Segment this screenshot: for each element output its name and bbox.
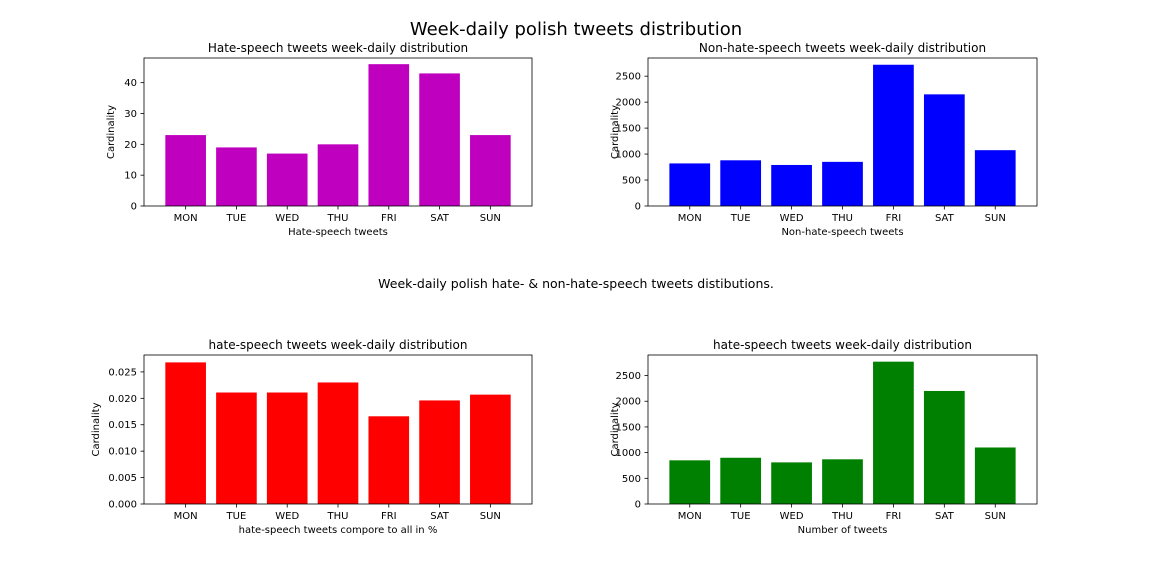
bar-mon xyxy=(165,362,206,504)
x-tick-label: SAT xyxy=(430,213,450,224)
y-tick-label: 0.020 xyxy=(108,394,137,405)
x-axis-label: Number of tweets xyxy=(798,525,888,536)
x-tick-label: WED xyxy=(780,511,804,522)
chart-1: MON TUE WED THU FRI SAT SUN 0 10 20 30 40 Hate-speec… xyxy=(106,41,533,238)
x-tick-label: TUE xyxy=(226,511,247,522)
y-tick-label: 40 xyxy=(124,78,137,89)
x-tick-label: SAT xyxy=(430,511,450,522)
y-tick-label: 0.025 xyxy=(108,367,137,378)
bar-thu xyxy=(317,144,359,206)
bar-sun xyxy=(470,394,511,504)
bar-mon xyxy=(669,460,711,504)
bar-wed xyxy=(771,462,812,504)
charts-container: MON TUE WED THU FRI SAT SUN 0 10 20 30 40 Hate-speec… xyxy=(91,41,1038,536)
y-tick-label: 0 xyxy=(635,500,641,511)
x-axis-label: Hate-speech tweets xyxy=(288,227,388,238)
x-tick-label: MON xyxy=(174,213,198,224)
bar-mon xyxy=(165,135,206,206)
bar-sun xyxy=(470,135,511,206)
y-tick-label: 0.005 xyxy=(108,473,137,484)
y-tick-label: 0.000 xyxy=(108,500,137,511)
bar-sat xyxy=(419,73,460,207)
x-axis-label: hate-speech tweets compore to all in % xyxy=(239,525,438,536)
x-tick-label: THU xyxy=(831,511,853,522)
chart-title: Non-hate-speech tweets week-daily distri… xyxy=(699,41,986,55)
x-tick-label: SUN xyxy=(985,213,1006,224)
bar-mon xyxy=(669,163,711,206)
x-tick-label: MON xyxy=(174,511,198,522)
y-tick-label: 1000 xyxy=(616,150,641,161)
bar-sun xyxy=(974,447,1016,504)
x-tick-label: FRI xyxy=(381,511,397,522)
bar-wed xyxy=(266,392,308,504)
bar-sat xyxy=(923,390,965,504)
y-axis-label: Cardinality xyxy=(106,105,117,159)
bar-thu xyxy=(822,459,863,504)
y-tick-label: 1500 xyxy=(616,422,641,433)
bar-sat xyxy=(923,94,965,206)
chart-title: Hate-speech tweets week-daily distributi… xyxy=(208,41,468,55)
y-tick-label: 10 xyxy=(124,171,137,182)
y-tick-label: 30 xyxy=(124,109,137,120)
y-tick-label: 1500 xyxy=(616,124,641,135)
x-tick-label: FRI xyxy=(381,213,397,224)
x-tick-label: MON xyxy=(678,511,702,522)
bar-tue xyxy=(216,392,257,504)
y-tick-label: 0 xyxy=(131,202,137,213)
x-tick-label: SUN xyxy=(480,511,501,522)
y-axis-label: Cardinality xyxy=(91,402,102,456)
y-tick-label: 2000 xyxy=(616,98,641,109)
x-tick-label: SUN xyxy=(985,511,1006,522)
x-tick-label: SAT xyxy=(935,511,955,522)
chart-title: hate-speech tweets week-daily distributi… xyxy=(209,338,468,352)
x-tick-label: THU xyxy=(327,511,349,522)
y-tick-label: 0.015 xyxy=(108,420,137,431)
chart-4: MON TUE WED THU FRI SAT SUN 0 500 1000 1500 2000 250… xyxy=(610,338,1038,536)
x-tick-label: SUN xyxy=(480,213,501,224)
bar-fri xyxy=(873,361,914,504)
x-tick-label: TUE xyxy=(226,213,247,224)
bar-fri xyxy=(368,64,410,207)
bar-thu xyxy=(822,161,863,206)
bar-fri xyxy=(368,416,410,504)
x-tick-label: TUE xyxy=(730,213,751,224)
figure-midtitle: Week-daily polish hate- & non-hate-speec… xyxy=(378,276,774,291)
x-tick-label: FRI xyxy=(886,213,902,224)
y-axis-label: Cardinality xyxy=(610,105,621,159)
y-tick-label: 500 xyxy=(622,474,641,485)
chart-3: MON TUE WED THU FRI SAT SUN 0.000 0.005 0.010 0.01… xyxy=(91,338,533,536)
bar-wed xyxy=(771,164,812,206)
bar-wed xyxy=(266,153,308,206)
x-axis-label: Non-hate-speech tweets xyxy=(781,227,903,238)
bar-tue xyxy=(720,457,762,504)
chart-2: MON TUE WED THU FRI SAT SUN 0 500 1000 1500 2000 250… xyxy=(610,41,1038,238)
bar-sun xyxy=(974,150,1016,206)
figure-suptitle: Week-daily polish tweets distribution xyxy=(410,19,742,40)
y-tick-label: 1000 xyxy=(616,448,641,459)
y-tick-label: 0.010 xyxy=(108,447,137,458)
y-axis-label: Cardinality xyxy=(610,402,621,456)
y-tick-label: 2500 xyxy=(616,371,641,382)
x-tick-label: MON xyxy=(678,213,702,224)
y-tick-label: 500 xyxy=(622,176,641,187)
bar-tue xyxy=(720,160,762,206)
x-tick-label: WED xyxy=(275,213,299,224)
x-tick-label: WED xyxy=(275,511,299,522)
bar-fri xyxy=(873,64,914,206)
x-tick-label: WED xyxy=(780,213,804,224)
y-tick-label: 2000 xyxy=(616,397,641,408)
y-tick-label: 2500 xyxy=(616,72,641,83)
chart-title: hate-speech tweets week-daily distributi… xyxy=(713,338,972,352)
bar-tue xyxy=(216,147,257,206)
y-tick-label: 0 xyxy=(635,202,641,213)
x-tick-label: SAT xyxy=(935,213,955,224)
bar-thu xyxy=(317,382,359,504)
y-tick-label: 20 xyxy=(124,140,137,151)
bar-sat xyxy=(419,400,460,504)
x-tick-label: FRI xyxy=(886,511,902,522)
x-tick-label: TUE xyxy=(730,511,751,522)
x-tick-label: THU xyxy=(831,213,853,224)
x-tick-label: THU xyxy=(327,213,349,224)
